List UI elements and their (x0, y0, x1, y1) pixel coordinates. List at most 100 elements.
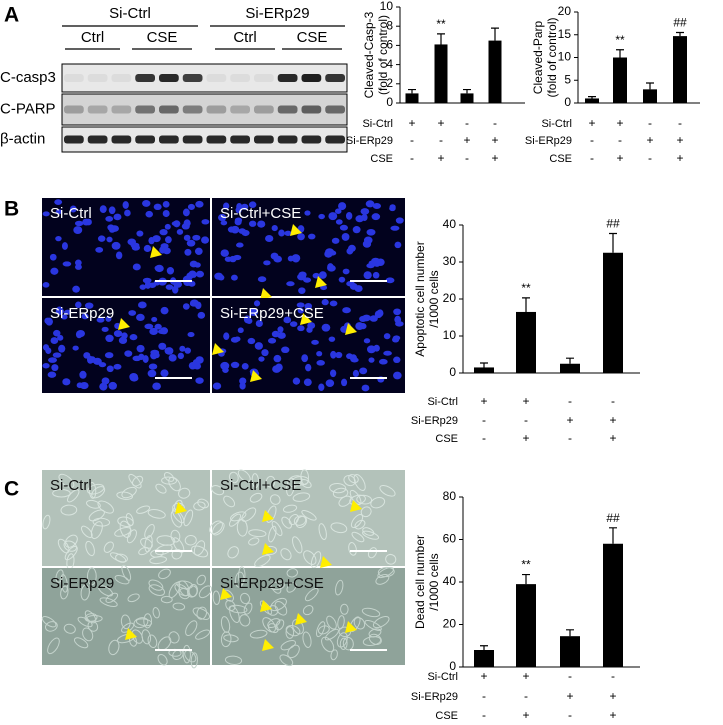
cell (90, 521, 103, 540)
bar (613, 57, 627, 103)
nucleus (106, 365, 114, 373)
y-axis-label: /1000 cells (427, 553, 441, 610)
blot-band (301, 74, 322, 82)
y-tick-label: 6 (386, 38, 393, 52)
cell (73, 637, 89, 649)
cell (326, 615, 337, 630)
y-tick-label: 0 (449, 659, 456, 673)
cell (185, 620, 198, 637)
cell (279, 654, 294, 667)
blot-band (135, 105, 155, 114)
cell (44, 621, 58, 632)
cell (168, 631, 180, 644)
nucleus (316, 360, 325, 366)
cell (120, 614, 131, 630)
nucleus (142, 277, 152, 284)
nucleus (187, 203, 195, 210)
nucleus (372, 203, 382, 209)
arrowhead (150, 246, 162, 258)
blot-band (301, 105, 322, 114)
nucleus (390, 225, 400, 231)
error-bar (522, 297, 530, 312)
nucleus (74, 220, 84, 227)
nucleus (341, 232, 350, 241)
nucleus (287, 255, 294, 262)
cell (138, 546, 150, 556)
cell (281, 516, 293, 529)
nucleus (97, 235, 106, 242)
nucleus (289, 321, 298, 327)
cell (241, 507, 257, 522)
condition-sign: + (616, 116, 623, 130)
nucleus (105, 316, 112, 322)
micrograph-label: Si-ERp29+CSE (220, 575, 324, 592)
nucleus (267, 337, 277, 344)
nucleus (188, 361, 197, 370)
arrowhead (300, 313, 312, 325)
nucleus (195, 377, 204, 384)
blot-strip (61, 63, 348, 93)
y-tick-label: 0 (449, 365, 456, 379)
nucleus (127, 238, 137, 246)
nucleus (166, 266, 175, 275)
nucleus (128, 310, 137, 316)
cell (155, 544, 173, 556)
cell (178, 580, 190, 597)
cell (143, 613, 153, 629)
nucleus (212, 382, 222, 390)
cell (121, 564, 132, 581)
nucleus (365, 200, 375, 208)
nucleus (307, 322, 316, 329)
condition-sign: + (522, 708, 529, 722)
nucleus (105, 216, 114, 222)
cell (362, 527, 375, 536)
blot-band (206, 105, 227, 114)
nucleus (148, 363, 158, 370)
significance-label: ## (673, 16, 687, 30)
nucleus (258, 356, 265, 362)
blot-band (254, 74, 274, 82)
arrowhead (260, 288, 272, 300)
condition-sign: + (609, 708, 616, 722)
nucleus (320, 285, 328, 291)
nucleus (368, 357, 375, 363)
cell (108, 639, 120, 656)
condition-label: CSE (435, 433, 458, 445)
cell (379, 485, 396, 497)
cell (361, 607, 381, 618)
bar (516, 311, 536, 373)
cell (292, 536, 303, 554)
error-bar (588, 96, 596, 99)
nucleus (168, 354, 177, 362)
nucleus (304, 303, 311, 311)
nucleus (394, 241, 402, 249)
cell (114, 574, 130, 585)
nucleus (263, 260, 271, 266)
arrowhead (262, 510, 274, 522)
cell (236, 519, 248, 537)
condition-sign: + (408, 116, 415, 130)
nucleus (233, 254, 242, 261)
cell (198, 585, 213, 599)
y-axis-label: /1000 cells (427, 270, 441, 327)
nucleus (318, 271, 327, 279)
nucleus (72, 345, 79, 351)
nucleus (223, 202, 230, 210)
nucleus (93, 357, 102, 365)
cell (340, 603, 349, 615)
bar (474, 650, 494, 667)
arrowhead (220, 588, 232, 600)
error-bar (566, 629, 574, 637)
nucleus (149, 327, 158, 336)
blot-band (182, 135, 203, 144)
blot-band (87, 74, 108, 82)
cell (370, 497, 386, 509)
nucleus (362, 240, 372, 248)
nucleus (42, 362, 50, 369)
blot-group-label: Si-ERp29 (245, 5, 309, 22)
nucleus (106, 236, 113, 243)
nucleus (42, 344, 50, 351)
panel-label: A (4, 4, 19, 27)
error-bar (408, 88, 416, 94)
